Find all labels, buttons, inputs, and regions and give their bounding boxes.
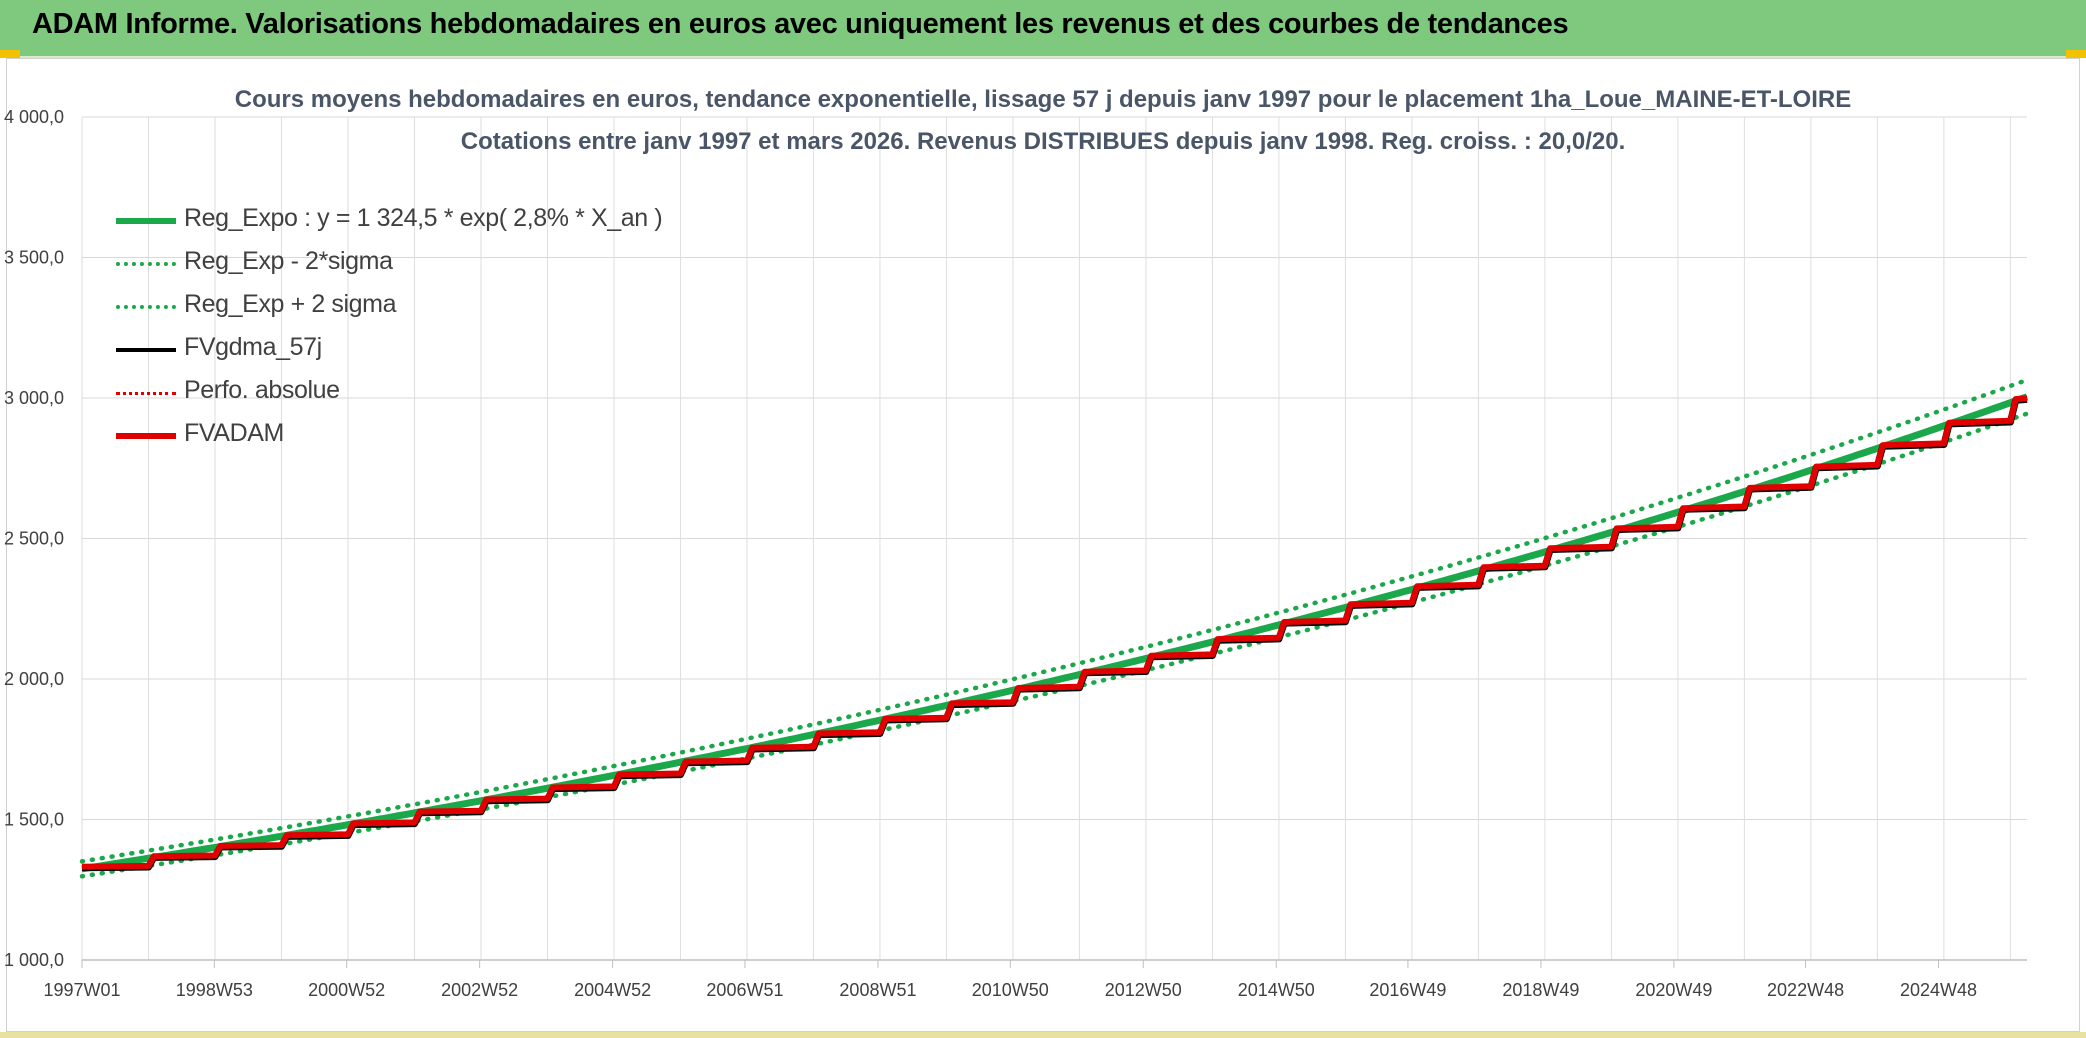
x-tick-label: 2024W48 <box>1900 980 1977 1000</box>
chart-frame <box>6 58 2080 1032</box>
legend-swatch-fvgdma <box>116 348 176 352</box>
report-title: ADAM Informe. Valorisations hebdomadaire… <box>32 8 1569 40</box>
chart-title-line-1: Cours moyens hebdomadaires en euros, ten… <box>234 86 1852 113</box>
x-tick-label: 1998W53 <box>176 980 253 1000</box>
bottom-strip <box>0 1032 2086 1038</box>
legend-swatch-reg-expo <box>116 218 176 224</box>
series-reg-exp-plus-line <box>79 377 2030 864</box>
y-tick-label: 3 000,0 <box>4 388 64 408</box>
legend-swatch-reg-exp-plus <box>116 305 176 309</box>
banner-accent-right <box>2066 50 2086 58</box>
legend-swatch-fvadam <box>116 433 176 439</box>
x-tick-label: 2008W51 <box>839 980 916 1000</box>
legend-label: Perfo. absolue <box>184 376 340 404</box>
x-tick-label: 2004W52 <box>574 980 651 1000</box>
x-tick-label: 2020W49 <box>1635 980 1712 1000</box>
x-tick-label: 2012W50 <box>1105 980 1182 1000</box>
x-tick-label: 2002W52 <box>441 980 518 1000</box>
x-tick-label: 2006W51 <box>706 980 783 1000</box>
x-tick-label: 2018W49 <box>1502 980 1579 1000</box>
legend-label: Reg_Exp - 2*sigma <box>184 247 393 275</box>
y-tick-label: 1 500,0 <box>4 810 64 830</box>
x-tick-label: 1997W01 <box>43 980 120 1000</box>
x-tick-label: 2000W52 <box>308 980 385 1000</box>
legend-swatch-reg-exp-minus <box>116 262 176 266</box>
x-tick-label: 2016W49 <box>1369 980 1446 1000</box>
report-banner: ADAM Informe. Valorisations hebdomadaire… <box>0 0 2086 58</box>
series-perfo-absolue-line <box>81 397 2028 868</box>
legend-label: Reg_Exp + 2 sigma <box>184 290 397 318</box>
y-tick-label: 2 500,0 <box>4 529 64 549</box>
y-tick-label: 4 000,0 <box>4 107 64 127</box>
y-tick-label: 2 000,0 <box>4 669 64 689</box>
series-layer <box>79 377 2030 879</box>
legend-label: FVADAM <box>184 419 284 447</box>
axis-layer: 1 000,0 1 500,0 2 000,0 2 500,0 3 000,0 3 500… <box>4 107 2027 1000</box>
x-tick-label: 2014W50 <box>1238 980 1315 1000</box>
legend-swatch-perfo-absolue <box>116 392 176 395</box>
series-reg-expo-line <box>81 393 2029 873</box>
series-fvadam-line <box>81 395 2028 870</box>
series-fvgdma-line <box>81 395 2028 872</box>
banner-accent-left <box>0 50 20 58</box>
legend-label: Reg_Expo : y = 1 324,5 * exp( 2,8% * X_a… <box>184 204 663 232</box>
series-reg-exp-minus-line <box>79 411 2030 879</box>
chart-title-line-2: Cotations entre janv 1997 et mars 2026. … <box>460 128 1626 155</box>
y-tick-label: 1 000,0 <box>4 950 64 970</box>
grid-layer <box>81 116 2027 961</box>
x-tick-label: 2010W50 <box>972 980 1049 1000</box>
legend-label: FVgdma_57j <box>184 333 322 361</box>
y-tick-label: 3 500,0 <box>4 248 64 268</box>
x-tick-label: 2022W48 <box>1767 980 1844 1000</box>
